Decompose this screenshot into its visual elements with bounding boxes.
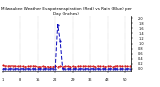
Title: Milwaukee Weather Evapotranspiration (Red) vs Rain (Blue) per Day (Inches): Milwaukee Weather Evapotranspiration (Re… (1, 7, 132, 16)
